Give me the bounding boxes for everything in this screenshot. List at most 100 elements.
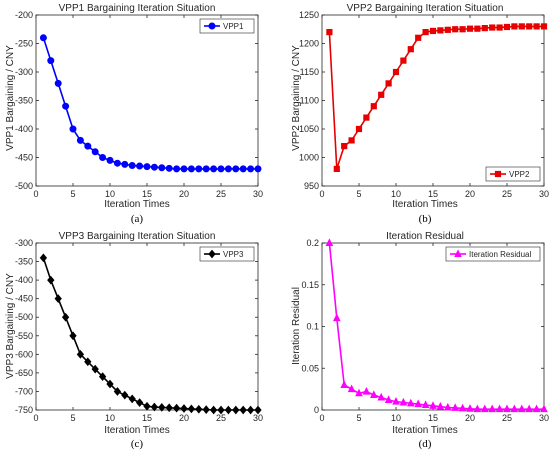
data-point xyxy=(466,404,474,412)
data-point xyxy=(422,29,429,36)
legend-marker xyxy=(494,170,502,178)
data-point xyxy=(158,164,166,172)
chart-title: VPP3 Bargaining Iteration Situation xyxy=(59,231,216,242)
data-point xyxy=(333,165,340,173)
x-tick-label: 20 xyxy=(465,189,475,199)
y-tick-label: 1050 xyxy=(299,124,319,134)
data-point xyxy=(400,57,407,64)
data-point xyxy=(341,143,348,150)
x-axis-label: Iteration Times xyxy=(104,199,170,210)
y-tick-label: 1250 xyxy=(299,10,319,20)
data-point xyxy=(91,148,99,156)
x-tick-label: 15 xyxy=(428,189,438,199)
data-point xyxy=(429,401,437,409)
data-point xyxy=(106,379,114,389)
data-point xyxy=(385,80,392,87)
chart-title: Iteration Residual xyxy=(386,231,464,242)
x-tick-label: 20 xyxy=(179,413,189,423)
y-tick-label: -250 xyxy=(15,39,33,49)
legend: Iteration Residual xyxy=(445,246,541,262)
data-point xyxy=(99,154,107,161)
chart-area: 0 5 10 15 20 25 30 -500 -450 -400 -350 -300 -250 -200… xyxy=(15,10,263,199)
data-point xyxy=(165,164,173,172)
data-point xyxy=(436,402,445,410)
data-point xyxy=(150,163,158,171)
data-point xyxy=(128,394,136,404)
legend-marker xyxy=(454,249,462,257)
data-point xyxy=(444,26,451,33)
y-tick-label: -350 xyxy=(15,257,33,267)
data-point xyxy=(128,161,136,169)
data-point xyxy=(84,142,92,150)
y-tick-label: 0.2 xyxy=(306,238,319,248)
data-point xyxy=(392,68,400,76)
plot-frame xyxy=(35,14,259,187)
data-point xyxy=(325,238,334,246)
data-point xyxy=(518,23,525,30)
data-point xyxy=(217,165,225,173)
x-tick-label: 25 xyxy=(216,189,226,199)
data-point xyxy=(106,156,114,164)
data-point xyxy=(326,29,333,36)
data-point xyxy=(143,163,151,171)
data-point xyxy=(488,404,497,413)
data-point xyxy=(429,27,437,35)
y-tick-label: -450 xyxy=(15,294,33,304)
data-point xyxy=(239,405,247,415)
data-point xyxy=(195,165,203,173)
data-point xyxy=(172,403,181,413)
x-tick-label: 15 xyxy=(428,413,438,423)
data-point xyxy=(437,27,444,34)
y-tick-label: 0 xyxy=(314,405,319,415)
data-point xyxy=(136,162,144,170)
legend-label: VPP1 xyxy=(223,22,244,31)
x-tick-label: 30 xyxy=(253,189,263,199)
x-tick-label: 25 xyxy=(502,189,512,199)
y-tick-label: -750 xyxy=(15,405,33,415)
data-point xyxy=(496,24,503,31)
y-axis-label: Iteration Residual xyxy=(291,287,302,365)
data-point xyxy=(84,357,92,367)
chart-area: 0 5 10 15 20 25 30 -750 -700 -650 -600 -550 -500 -450… xyxy=(15,238,263,423)
data-point xyxy=(113,159,121,167)
data-point xyxy=(121,390,129,400)
legend: VPP2 xyxy=(485,166,541,182)
x-axis-label: Iteration Times xyxy=(392,425,458,436)
data-point xyxy=(503,23,511,31)
legend-label: Iteration Residual xyxy=(469,250,531,259)
data-point xyxy=(525,404,534,413)
x-tick-label: 0 xyxy=(33,413,38,423)
legend-marker xyxy=(208,22,216,30)
legend-box xyxy=(199,246,255,262)
panel-caption: (b) xyxy=(419,213,432,225)
data-point xyxy=(47,275,55,285)
y-tick-label: -450 xyxy=(15,153,33,163)
x-tick-label: 10 xyxy=(391,189,401,199)
data-point xyxy=(210,165,218,173)
data-point xyxy=(421,400,430,408)
data-point xyxy=(347,384,356,393)
data-point xyxy=(466,25,474,32)
y-tick-label: 1200 xyxy=(299,39,319,49)
data-point xyxy=(415,34,422,41)
data-point xyxy=(61,312,70,322)
data-point xyxy=(39,253,48,263)
data-point xyxy=(69,331,77,341)
x-tick-label: 5 xyxy=(70,189,75,199)
plot-frame xyxy=(321,14,545,187)
y-tick-label: -550 xyxy=(15,331,33,341)
data-point xyxy=(239,165,247,173)
data-point xyxy=(481,25,488,32)
data-point xyxy=(495,404,504,413)
data-point xyxy=(62,102,70,110)
x-tick-label: 20 xyxy=(179,189,189,199)
data-point xyxy=(459,26,466,33)
legend-box xyxy=(199,18,255,34)
data-point xyxy=(180,165,188,173)
data-point xyxy=(224,165,232,173)
legend: VPP1 xyxy=(199,18,255,34)
legend: VPP3 xyxy=(199,246,255,262)
legend-box xyxy=(485,166,541,182)
x-axis-label: Iteration Times xyxy=(104,425,170,436)
x-tick-label: 0 xyxy=(319,189,324,199)
